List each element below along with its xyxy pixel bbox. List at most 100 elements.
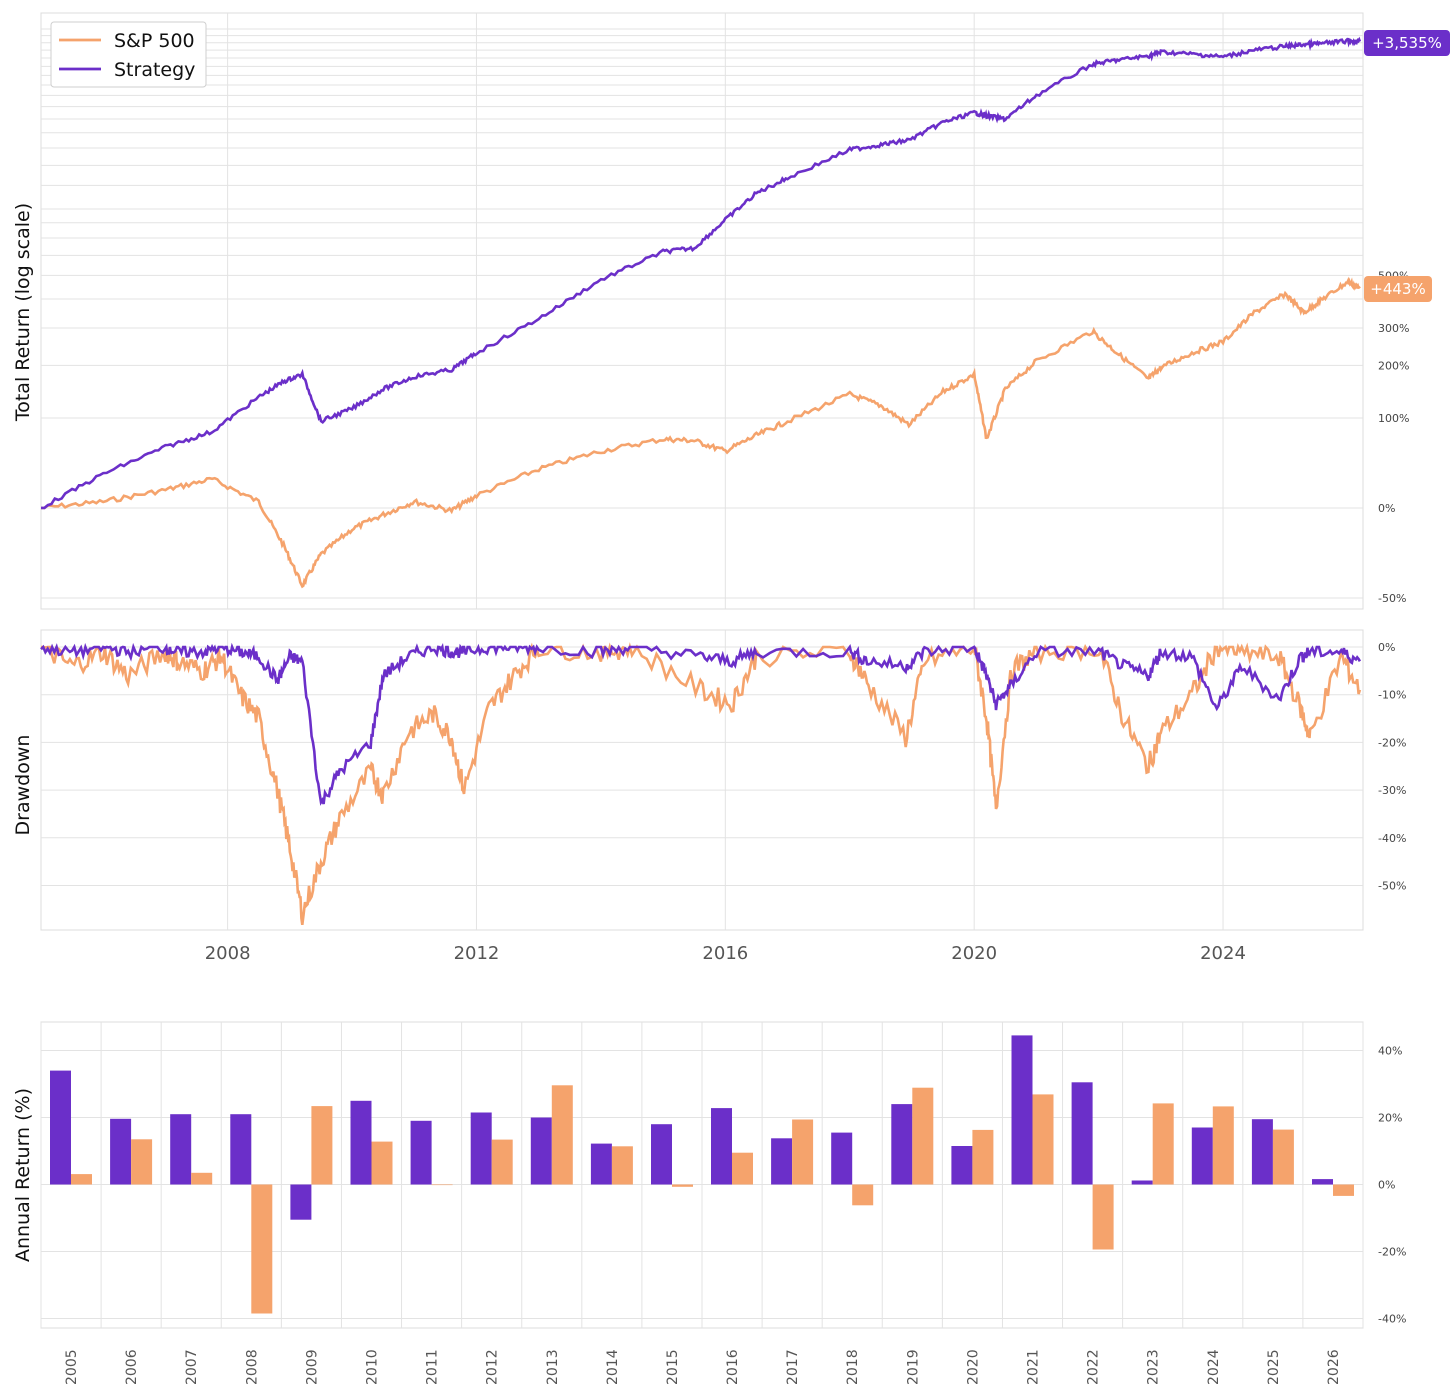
drawdown-gridlines bbox=[41, 630, 1363, 930]
bar-strategy-2025 bbox=[1251, 1119, 1273, 1185]
total-return-ytick-3: 200% bbox=[1378, 359, 1409, 372]
sp500-end-badge-label: +443% bbox=[1370, 280, 1425, 298]
year-xtick-2014: 2014 bbox=[605, 1349, 621, 1385]
strategy-drawdown-line bbox=[40, 642, 1362, 806]
annual-return-gridlines bbox=[40, 1022, 1364, 1328]
bar-strategy-2015 bbox=[651, 1124, 672, 1185]
drawdown-panel: 0% -10% -20% -30% -40% -50% Drawdown 2008 2012… bbox=[12, 629, 1406, 964]
drawdown-ticks: 0% -10% -20% -30% -40% -50% bbox=[1378, 641, 1406, 893]
bar-strategy-2017 bbox=[771, 1138, 793, 1185]
drawdown-ytick-5: -50% bbox=[1378, 880, 1406, 893]
legend-label-strategy: Strategy bbox=[114, 59, 195, 81]
bar-sp500-2019 bbox=[912, 1087, 934, 1185]
total-return-ytick-2: 100% bbox=[1378, 412, 1409, 425]
year-xtick-2016: 2016 bbox=[725, 1349, 741, 1385]
bar-strategy-2006 bbox=[110, 1118, 132, 1185]
annual-return-ytick-1: 20% bbox=[1378, 1112, 1402, 1125]
drawdown-ytick-3: -30% bbox=[1378, 784, 1406, 797]
bar-sp500-2017 bbox=[792, 1119, 814, 1185]
year-xtick-2026: 2026 bbox=[1326, 1349, 1342, 1385]
bar-strategy-2018 bbox=[831, 1132, 853, 1185]
bar-sp500-2023 bbox=[1152, 1103, 1174, 1185]
bar-sp500-2021 bbox=[1032, 1094, 1054, 1185]
date-axis-ticks: 2008 2012 2016 2020 2024 bbox=[205, 943, 1246, 964]
bar-strategy-2008 bbox=[230, 1114, 252, 1185]
bar-strategy-2012 bbox=[470, 1112, 492, 1185]
bar-sp500-2024 bbox=[1212, 1106, 1234, 1185]
sp500-total-return-line bbox=[41, 276, 1361, 589]
total-return-panel: -50%0%100%200%300%500% Total Return (log… bbox=[12, 12, 1450, 610]
strategy-end-badge-label: +3,535% bbox=[1372, 34, 1442, 52]
year-xtick-2020: 2020 bbox=[965, 1349, 981, 1385]
bar-strategy-2016 bbox=[711, 1108, 732, 1185]
year-xtick-2010: 2010 bbox=[365, 1349, 381, 1385]
year-xtick-2019: 2019 bbox=[905, 1349, 921, 1385]
bar-sp500-2006 bbox=[131, 1139, 153, 1185]
bar-sp500-2013 bbox=[551, 1085, 573, 1185]
strategy-total-return-line bbox=[41, 36, 1362, 510]
bar-sp500-2007 bbox=[191, 1172, 213, 1185]
date-xtick-2016: 2016 bbox=[702, 943, 748, 964]
drawdown-ytick-4: -40% bbox=[1378, 832, 1406, 845]
bar-sp500-2010 bbox=[371, 1141, 393, 1185]
year-xtick-2018: 2018 bbox=[845, 1349, 861, 1385]
date-xtick-2020: 2020 bbox=[951, 943, 997, 964]
bar-strategy-2014 bbox=[590, 1143, 612, 1185]
year-axis-ticks: 2005 2006 2007 2008 2009 2010 2011 2012 2013 2014… bbox=[64, 1349, 1342, 1385]
sp500-end-badge-box bbox=[1364, 276, 1432, 302]
bar-strategy-2007 bbox=[170, 1114, 192, 1185]
drawdown-frame bbox=[40, 629, 1364, 931]
year-xtick-2012: 2012 bbox=[485, 1349, 501, 1385]
annual-return-axis-label: Annual Return (%) bbox=[12, 1088, 34, 1262]
total-return-gridlines bbox=[41, 13, 1363, 609]
bar-strategy-2010 bbox=[350, 1100, 372, 1185]
bar-strategy-2020 bbox=[951, 1146, 973, 1185]
legend-label-sp500: S&P 500 bbox=[114, 30, 195, 52]
bar-strategy-2005 bbox=[50, 1070, 71, 1185]
year-xtick-2009: 2009 bbox=[304, 1349, 320, 1385]
annual-return-bars bbox=[50, 1035, 1354, 1314]
year-xtick-2006: 2006 bbox=[124, 1349, 140, 1385]
bar-sp500-2015 bbox=[672, 1184, 693, 1187]
drawdown-ytick-1: -10% bbox=[1378, 689, 1406, 702]
bar-sp500-2022 bbox=[1092, 1184, 1114, 1250]
sp500-end-badge: +443% bbox=[1364, 276, 1432, 302]
bar-sp500-2018 bbox=[852, 1184, 874, 1206]
legend-box bbox=[50, 21, 207, 88]
drawdown-ytick-2: -20% bbox=[1378, 736, 1406, 749]
annual-return-ticks: 40% 20% 0% -20% -40% bbox=[1378, 1045, 1406, 1326]
bar-strategy-2026 bbox=[1312, 1179, 1333, 1185]
year-xtick-2021: 2021 bbox=[1026, 1349, 1042, 1385]
bar-sp500-2014 bbox=[611, 1146, 633, 1185]
bar-strategy-2024 bbox=[1191, 1127, 1213, 1185]
year-xtick-2007: 2007 bbox=[184, 1349, 200, 1385]
year-xtick-2025: 2025 bbox=[1266, 1349, 1282, 1385]
bar-sp500-2012 bbox=[491, 1139, 513, 1185]
date-xtick-2024: 2024 bbox=[1200, 943, 1246, 964]
total-return-ytick-4: 300% bbox=[1378, 322, 1409, 335]
bar-strategy-2011 bbox=[410, 1120, 432, 1185]
bar-sp500-2005 bbox=[71, 1174, 92, 1185]
annual-return-ytick-3: -20% bbox=[1378, 1246, 1406, 1259]
annual-return-ytick-0: 40% bbox=[1378, 1045, 1402, 1058]
bar-sp500-2016 bbox=[732, 1152, 753, 1185]
total-return-ytick-0: -50% bbox=[1378, 592, 1406, 605]
annual-return-panel: 40% 20% 0% -20% -40% 2005 2006 2007 2008 2009 201… bbox=[12, 1021, 1406, 1385]
annual-return-ytick-4: -40% bbox=[1378, 1313, 1406, 1326]
date-xtick-2008: 2008 bbox=[205, 943, 251, 964]
total-return-ticks: -50%0%100%200%300%500% bbox=[1378, 269, 1409, 605]
bar-sp500-2020 bbox=[972, 1129, 994, 1185]
year-xtick-2023: 2023 bbox=[1146, 1349, 1162, 1385]
bar-strategy-2023 bbox=[1131, 1180, 1153, 1185]
bar-sp500-2026 bbox=[1333, 1184, 1354, 1196]
total-return-frame bbox=[40, 12, 1364, 610]
bar-strategy-2019 bbox=[891, 1104, 913, 1185]
year-xtick-2024: 2024 bbox=[1206, 1349, 1222, 1385]
strategy-end-badge: +3,535% bbox=[1364, 30, 1450, 56]
year-xtick-2013: 2013 bbox=[545, 1349, 561, 1385]
bar-strategy-2009 bbox=[290, 1184, 312, 1220]
annual-return-ytick-2: 0% bbox=[1378, 1179, 1395, 1192]
strategy-end-badge-box bbox=[1364, 30, 1450, 56]
